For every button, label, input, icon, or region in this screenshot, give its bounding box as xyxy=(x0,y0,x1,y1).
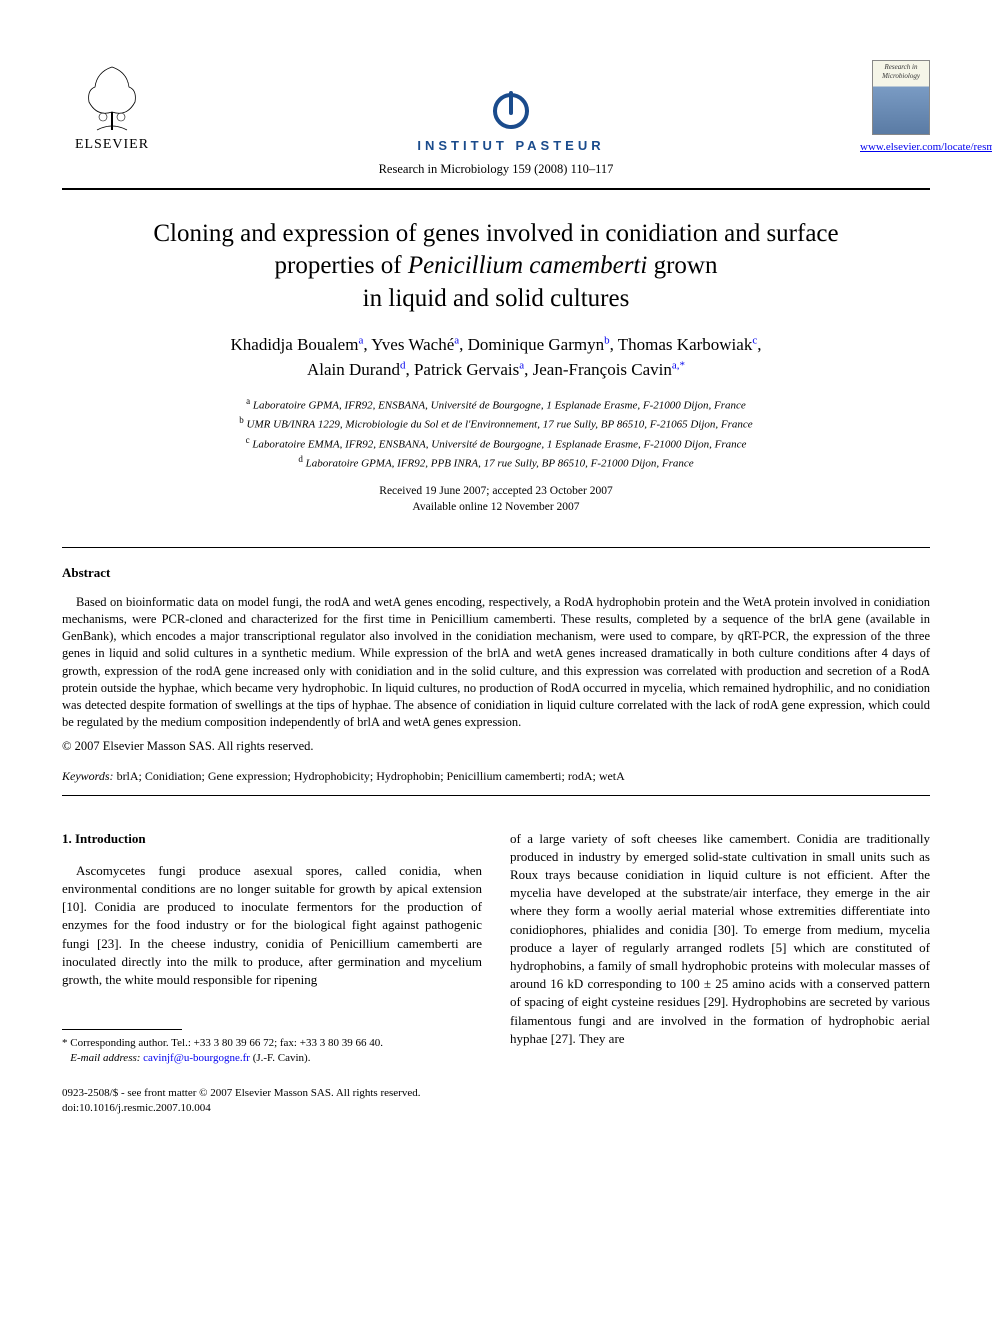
header-rule xyxy=(62,188,930,190)
footnote-email-label: E-mail address: xyxy=(70,1052,140,1064)
article-title: Cloning and expression of genes involved… xyxy=(62,218,930,316)
footnote-email-link[interactable]: cavinjf@u-bourgogne.fr xyxy=(143,1052,250,1064)
title-line2-post: grown xyxy=(647,252,717,279)
footer-front-matter: 0923-2508/$ - see front matter © 2007 El… xyxy=(62,1087,420,1099)
abstract-text: Based on bioinformatic data on model fun… xyxy=(62,594,930,732)
author-7: Jean-François Cavin xyxy=(533,360,672,379)
left-column: 1. Introduction Ascomycetes fungi produc… xyxy=(62,830,482,1066)
keywords-label: Keywords: xyxy=(62,769,114,783)
abstract-heading: Abstract xyxy=(62,564,930,582)
pasteur-label: INSTITUT PASTEUR xyxy=(162,137,860,155)
author-3: Dominique Garmyn xyxy=(468,335,604,354)
keywords-text: brlA; Conidiation; Gene expression; Hydr… xyxy=(114,769,625,783)
footer-block: 0923-2508/$ - see front matter © 2007 El… xyxy=(62,1086,930,1116)
authors-block: Khadidja Boualema, Yves Wachéa, Dominiqu… xyxy=(62,333,930,382)
dates-block: Received 19 June 2007; accepted 23 Octob… xyxy=(62,483,930,515)
title-line1: Cloning and expression of genes involved… xyxy=(153,220,838,247)
title-line2-pre: properties of xyxy=(275,252,408,279)
author-2-sup[interactable]: a xyxy=(454,335,459,347)
author-5: Alain Durand xyxy=(307,360,400,379)
author-5-sup[interactable]: d xyxy=(400,359,406,371)
pasteur-logo-icon xyxy=(491,91,531,131)
affil-c: Laboratoire EMMA, IFR92, ENSBANA, Univer… xyxy=(252,438,746,450)
author-3-sup[interactable]: b xyxy=(604,335,610,347)
affil-b: UMR UB/INRA 1229, Microbiologie du Sol e… xyxy=(247,419,753,431)
corresponding-footnote: * Corresponding author. Tel.: +33 3 80 3… xyxy=(62,1036,482,1066)
intro-para-right: of a large variety of soft cheeses like … xyxy=(510,830,930,1048)
affil-a: Laboratoire GPMA, IFR92, ENSBANA, Univer… xyxy=(253,399,746,411)
date-online: Available online 12 November 2007 xyxy=(412,501,579,513)
citation-line: Research in Microbiology 159 (2008) 110–… xyxy=(62,161,930,178)
abstract-body: Based on bioinformatic data on model fun… xyxy=(62,595,930,730)
header-logos-row: ELSEVIER INSTITUT PASTEUR Research in Mi… xyxy=(62,60,930,155)
title-line3: in liquid and solid cultures xyxy=(363,285,630,312)
intro-para-left: Ascomycetes fungi produce asexual spores… xyxy=(62,862,482,989)
author-2: Yves Waché xyxy=(371,335,454,354)
author-7-sup[interactable]: a, xyxy=(672,359,680,371)
author-4: Thomas Karbowiak xyxy=(618,335,753,354)
journal-cover-block: Research in Microbiology www.elsevier.co… xyxy=(860,60,930,155)
abstract-bottom-rule xyxy=(62,795,930,796)
affiliations-block: a Laboratoire GPMA, IFR92, ENSBANA, Univ… xyxy=(62,395,930,473)
affil-d: Laboratoire GPMA, IFR92, PPB INRA, 17 ru… xyxy=(306,458,694,470)
footnote-separator xyxy=(62,1029,182,1030)
section-1-heading: 1. Introduction xyxy=(62,830,482,848)
elsevier-tree-icon xyxy=(77,62,147,132)
keywords-line: Keywords: brlA; Conidiation; Gene expres… xyxy=(62,768,930,784)
author-7-corr[interactable]: * xyxy=(680,359,686,371)
journal-cover-icon: Research in Microbiology xyxy=(872,60,930,135)
footnote-corr: * Corresponding author. Tel.: +33 3 80 3… xyxy=(62,1037,383,1049)
right-column: of a large variety of soft cheeses like … xyxy=(510,830,930,1066)
footnote-email-name: (J.-F. Cavin). xyxy=(250,1052,311,1064)
author-6: Patrick Gervais xyxy=(414,360,519,379)
author-4-sup[interactable]: c xyxy=(752,335,757,347)
elsevier-logo-block: ELSEVIER xyxy=(62,62,162,155)
author-6-sup[interactable]: a xyxy=(519,359,524,371)
cover-title: Research in Microbiology xyxy=(873,63,929,82)
author-1-sup[interactable]: a xyxy=(358,335,363,347)
pasteur-logo-block: INSTITUT PASTEUR xyxy=(162,91,860,155)
body-columns: 1. Introduction Ascomycetes fungi produc… xyxy=(62,830,930,1066)
abstract-copyright: © 2007 Elsevier Masson SAS. All rights r… xyxy=(62,738,930,755)
journal-url-link[interactable]: www.elsevier.com/locate/resmic xyxy=(860,141,992,153)
elsevier-label: ELSEVIER xyxy=(62,136,162,155)
title-species: Penicillium camemberti xyxy=(408,252,648,279)
date-received: Received 19 June 2007; accepted 23 Octob… xyxy=(379,485,612,497)
author-1: Khadidja Boualem xyxy=(231,335,359,354)
footer-doi: doi:10.1016/j.resmic.2007.10.004 xyxy=(62,1102,211,1114)
